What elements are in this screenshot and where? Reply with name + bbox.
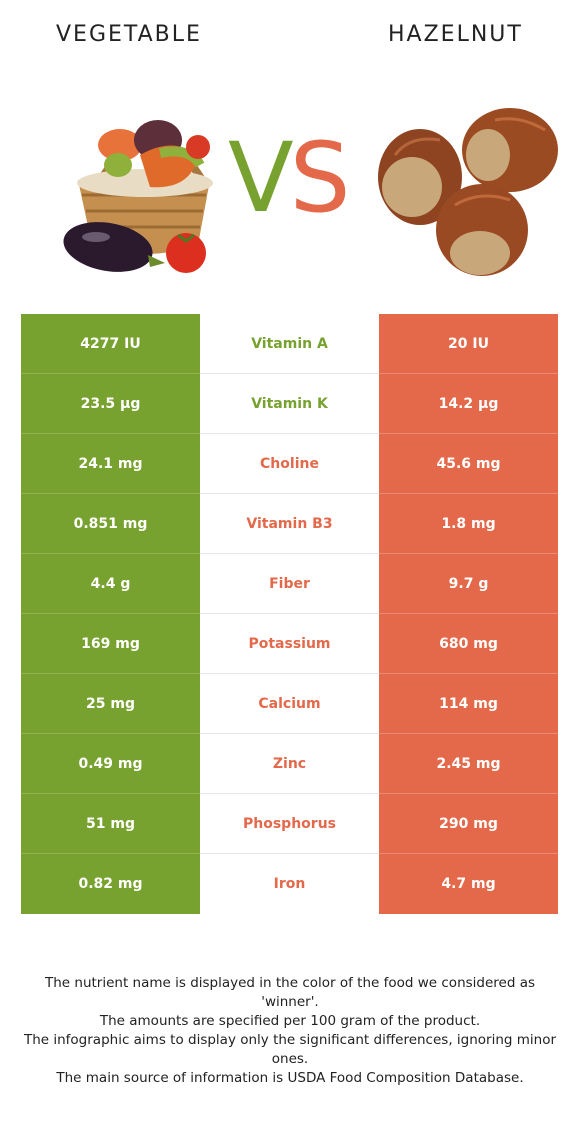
nutrient-name: Potassium (200, 614, 379, 674)
hazelnut-image (378, 108, 558, 276)
table-row: 24.1 mg Choline 45.6 mg (21, 434, 558, 494)
vs-letter-v: V (228, 122, 294, 234)
hazelnut-value: 9.7 g (379, 554, 558, 614)
vegetable-value: 24.1 mg (21, 434, 200, 494)
nutrient-name: Zinc (200, 734, 379, 794)
vegetable-value: 4.4 g (21, 554, 200, 614)
vegetable-value: 4277 IU (21, 314, 200, 374)
vegetable-value: 0.82 mg (21, 854, 200, 914)
hazelnut-value: 45.6 mg (379, 434, 558, 494)
hazelnut-value: 290 mg (379, 794, 558, 854)
nutrient-name: Vitamin B3 (200, 494, 379, 554)
hazelnut-value: 114 mg (379, 674, 558, 734)
nutrient-name: Vitamin K (200, 374, 379, 434)
footnote: The nutrient name is displayed in the co… (44, 975, 536, 1010)
table-row: 4277 IU Vitamin A 20 IU (21, 314, 558, 374)
table-row: 23.5 µg Vitamin K 14.2 µg (21, 374, 558, 434)
hazelnut-value: 14.2 µg (379, 374, 558, 434)
vegetable-value: 51 mg (21, 794, 200, 854)
vegetable-basket-image (63, 120, 213, 273)
table-row: 0.851 mg Vitamin B3 1.8 mg (21, 494, 558, 554)
table-row: 4.4 g Fiber 9.7 g (21, 554, 558, 614)
footnote: The main source of information is USDA F… (56, 1070, 524, 1086)
nutrient-name: Phosphorus (200, 794, 379, 854)
hazelnut-title: HAZELNUT (388, 22, 523, 47)
vegetable-value: 25 mg (21, 674, 200, 734)
hazelnut-value: 2.45 mg (379, 734, 558, 794)
footnote: The infographic aims to display only the… (23, 1032, 557, 1067)
nutrient-name: Calcium (200, 674, 379, 734)
footnote: The amounts are specified per 100 gram o… (99, 1013, 481, 1029)
table-row: 25 mg Calcium 114 mg (21, 674, 558, 734)
hazelnut-value: 20 IU (379, 314, 558, 374)
vegetable-value: 0.49 mg (21, 734, 200, 794)
vegetable-value: 169 mg (21, 614, 200, 674)
vegetable-title: VEGETABLE (56, 22, 202, 47)
table-row: 169 mg Potassium 680 mg (21, 614, 558, 674)
hazelnut-value: 1.8 mg (379, 494, 558, 554)
hero-illustration (63, 108, 558, 276)
nutrient-name: Vitamin A (200, 314, 379, 374)
table-row: 0.49 mg Zinc 2.45 mg (21, 734, 558, 794)
hazelnut-value: 4.7 mg (379, 854, 558, 914)
vegetable-value: 0.851 mg (21, 494, 200, 554)
table-row: 0.82 mg Iron 4.7 mg (21, 854, 558, 914)
vs-letter-s: S (289, 122, 351, 234)
vs-label: VS (228, 130, 351, 226)
table-row: 51 mg Phosphorus 290 mg (21, 794, 558, 854)
vegetable-value: 23.5 µg (21, 374, 200, 434)
nutrient-name: Fiber (200, 554, 379, 614)
comparison-table: 4277 IU Vitamin A 20 IU 23.5 µg Vitamin K 14.… (21, 314, 558, 914)
nutrient-name: Iron (200, 854, 379, 914)
nutrient-name: Choline (200, 434, 379, 494)
footnotes: The nutrient name is displayed in the co… (20, 974, 560, 1088)
hazelnut-value: 680 mg (379, 614, 558, 674)
